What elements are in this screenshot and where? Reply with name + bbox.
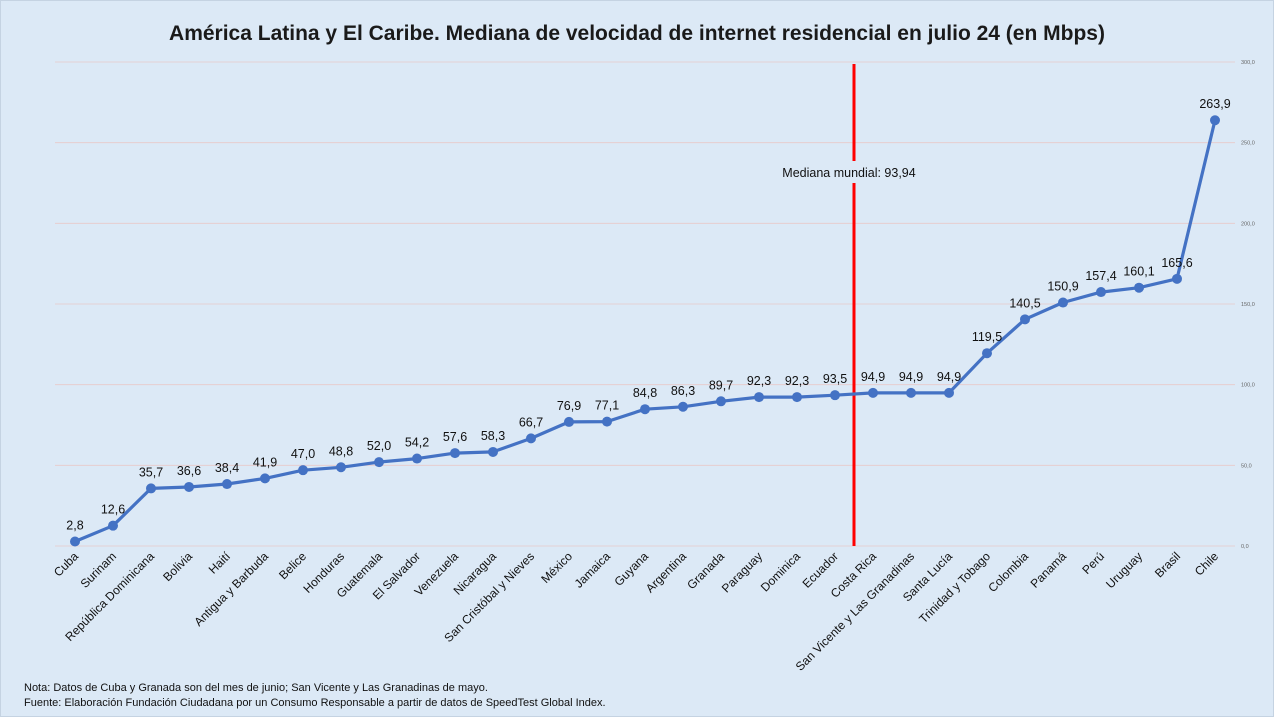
data-point	[906, 387, 916, 398]
y-tick-label: 50,0	[1241, 463, 1252, 469]
data-label: 54,2	[405, 436, 429, 450]
x-tick-label: Argentina	[643, 549, 689, 595]
data-label: 41,9	[253, 455, 277, 469]
data-label: 94,9	[861, 370, 885, 384]
data-point	[526, 433, 536, 444]
data-label: 52,0	[367, 439, 391, 453]
data-label: 160,1	[1123, 265, 1154, 279]
data-point	[754, 392, 764, 403]
data-point	[1134, 282, 1144, 293]
data-point	[792, 392, 802, 403]
series-line	[74, 119, 1217, 543]
chart-title: América Latina y El Caribe. Mediana de v…	[169, 22, 1105, 45]
data-label: 38,4	[215, 461, 239, 475]
data-point	[944, 387, 954, 398]
data-label: 93,5	[823, 372, 847, 386]
y-tick-label: 250,0	[1241, 141, 1255, 147]
data-label: 12,6	[101, 503, 125, 517]
data-label: 89,7	[709, 378, 733, 392]
data-point	[298, 465, 308, 476]
data-label: 150,9	[1047, 280, 1078, 294]
data-point	[488, 446, 498, 457]
x-tick-label: Bolivia	[160, 549, 195, 584]
x-tick-label: Trinidad y Tobago	[916, 549, 993, 626]
data-label: 94,9	[899, 370, 923, 384]
data-label: 140,5	[1009, 296, 1040, 310]
data-label: 35,7	[139, 465, 163, 479]
data-point	[146, 483, 156, 494]
x-tick-label: Uruguay	[1103, 549, 1145, 591]
data-label: 86,3	[671, 384, 695, 398]
data-point	[108, 520, 118, 531]
data-point	[982, 348, 992, 359]
data-label: 47,0	[291, 447, 315, 461]
data-label: 94,9	[937, 370, 961, 384]
data-point	[450, 448, 460, 459]
data-point	[868, 387, 878, 398]
y-tick-label: 100,0	[1241, 383, 1255, 389]
reference-label: Mediana mundial: 93,94	[782, 166, 915, 180]
x-tick-label: Haití	[206, 549, 234, 577]
data-label: 92,3	[747, 374, 771, 388]
data-point	[716, 396, 726, 407]
data-label: 263,9	[1199, 97, 1230, 111]
x-tick-label: México	[538, 549, 575, 586]
x-tick-label: Dominica	[758, 549, 803, 594]
data-point	[336, 462, 346, 473]
data-point	[1020, 314, 1030, 325]
data-point	[640, 404, 650, 415]
x-tick-label: Chile	[1192, 549, 1221, 578]
data-point	[602, 416, 612, 427]
x-tick-label: Panamá	[1028, 549, 1070, 591]
data-label: 77,1	[595, 399, 619, 413]
y-tick-label: 0,0	[1241, 544, 1249, 550]
data-point	[222, 479, 232, 490]
data-point	[678, 401, 688, 412]
data-point	[830, 390, 840, 401]
data-label: 165,6	[1161, 256, 1192, 270]
y-tick-label: 200,0	[1241, 221, 1255, 227]
data-label: 58,3	[481, 429, 505, 443]
x-tick-label: Paraguay	[719, 549, 765, 595]
data-label: 76,9	[557, 399, 581, 413]
x-tick-label: Belice	[276, 549, 309, 582]
data-point	[374, 457, 384, 468]
data-label: 92,3	[785, 374, 809, 388]
data-point	[1096, 287, 1106, 298]
data-point	[260, 473, 270, 484]
data-point	[564, 416, 574, 427]
source-note: Fuente: Elaboración Fundación Ciudadana …	[24, 697, 606, 709]
data-point	[1058, 297, 1068, 308]
data-point	[412, 453, 422, 464]
reference-label-bg	[774, 161, 924, 183]
data-label: 57,6	[443, 430, 467, 444]
x-tick-label: Perú	[1079, 549, 1107, 577]
x-tick-label: Colombia	[985, 549, 1031, 595]
data-point	[1172, 273, 1182, 284]
data-label: 2,8	[66, 518, 83, 532]
data-label: 119,5	[972, 330, 1002, 344]
data-point	[70, 536, 80, 547]
x-tick-label: Cuba	[51, 549, 81, 579]
footnote: Nota: Datos de Cuba y Granada son del me…	[24, 682, 488, 694]
data-label: 157,4	[1085, 269, 1116, 283]
x-tick-label: Brasil	[1152, 549, 1183, 580]
y-tick-label: 300,0	[1241, 60, 1255, 66]
data-label: 36,6	[177, 464, 201, 478]
data-point	[1210, 115, 1220, 126]
data-label: 84,8	[633, 386, 657, 400]
y-tick-label: 150,0	[1241, 302, 1255, 308]
x-tick-label: Jamaica	[572, 549, 614, 591]
x-tick-label: Antigua y Barbuda	[191, 549, 271, 629]
data-label: 48,8	[329, 444, 353, 458]
data-label: 66,7	[519, 415, 543, 429]
data-point	[184, 481, 194, 492]
